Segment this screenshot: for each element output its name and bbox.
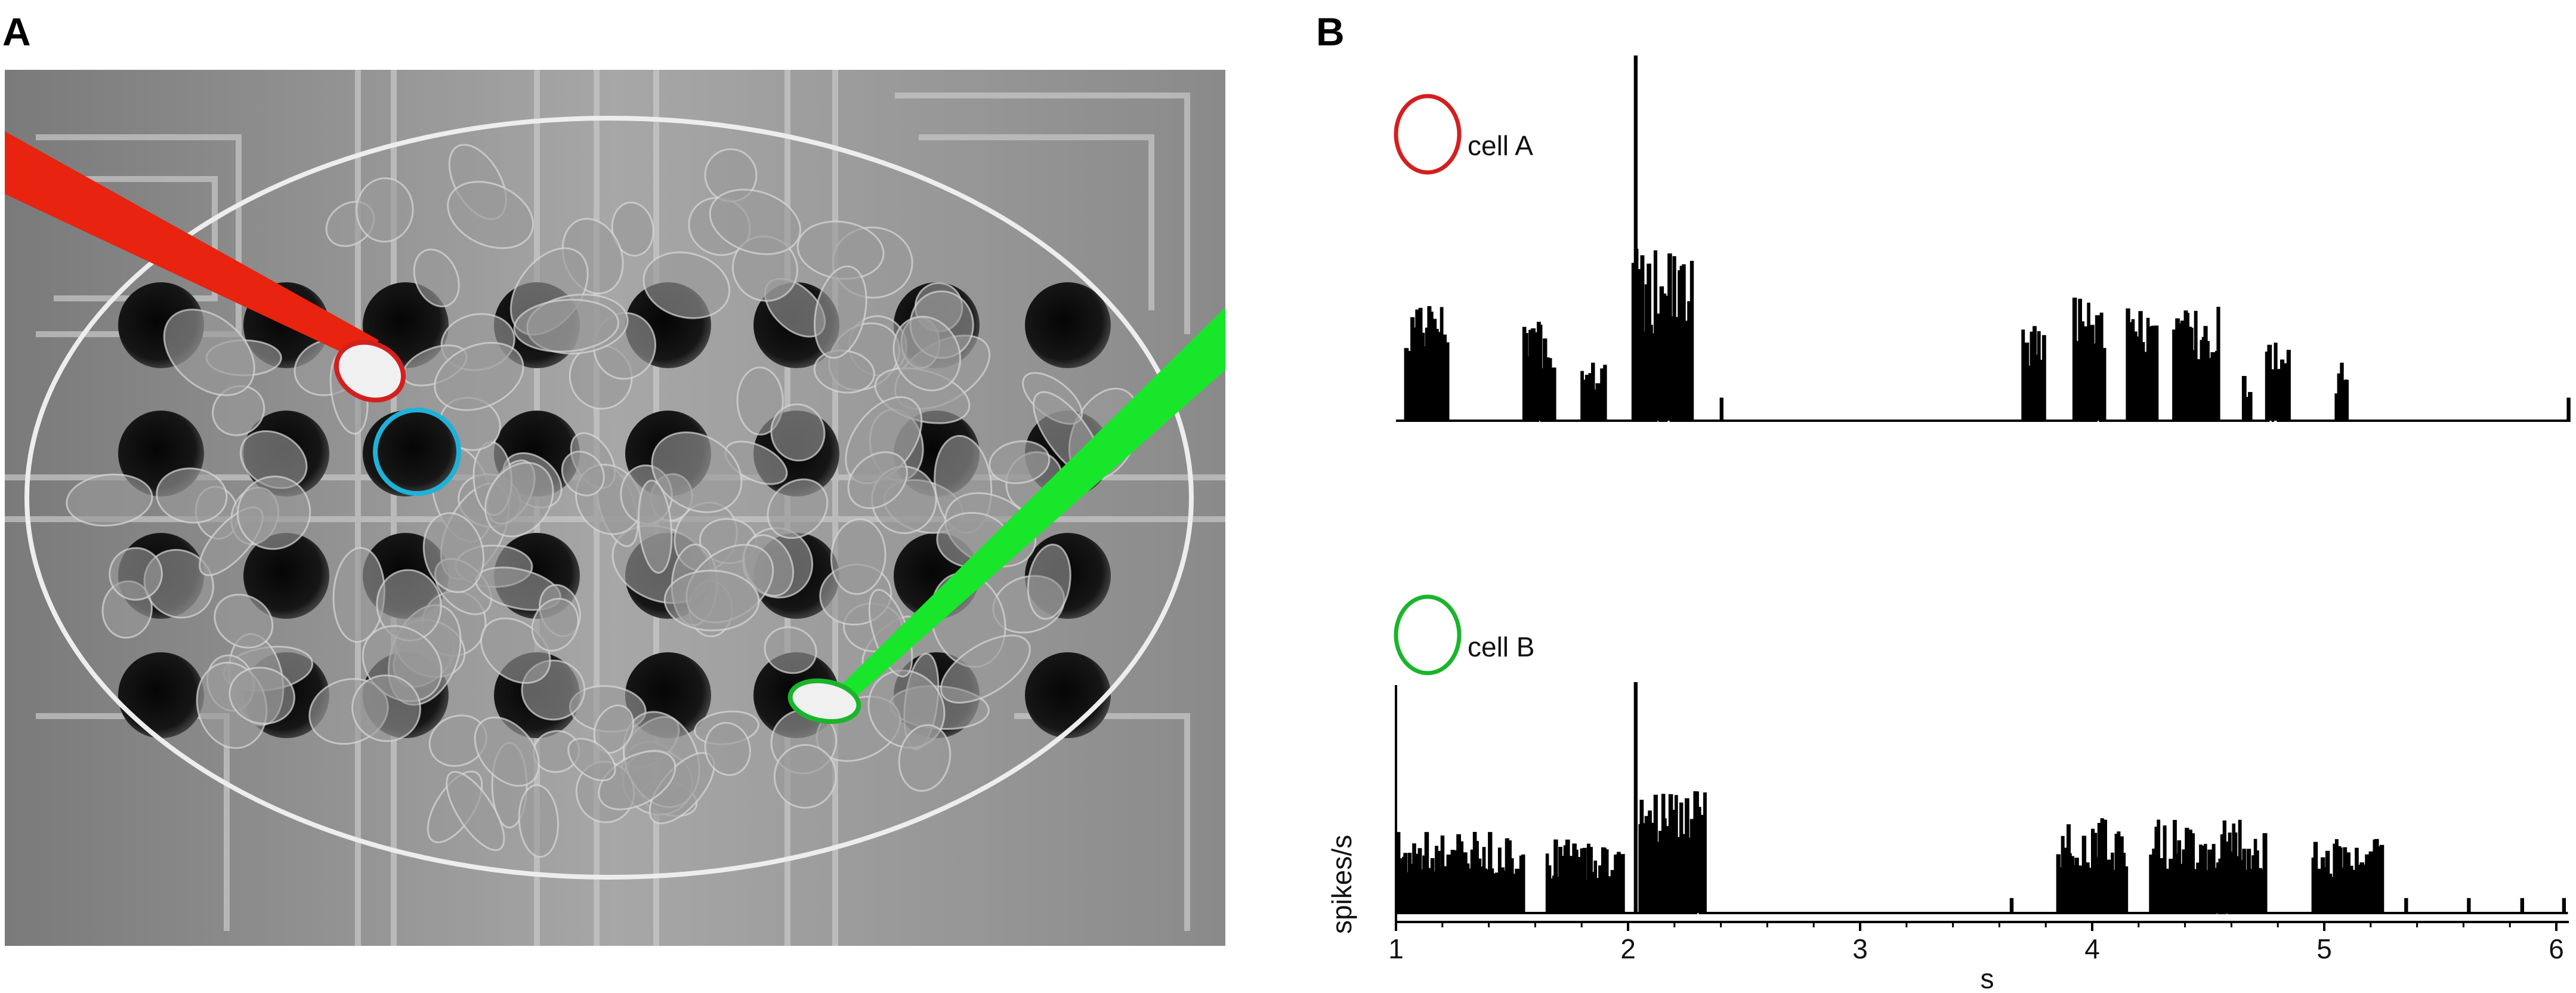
neuron-soma bbox=[531, 597, 579, 652]
neuron-soma bbox=[940, 634, 1031, 704]
spike-rate-line-b bbox=[1395, 682, 2568, 914]
neuron-soma bbox=[518, 784, 559, 858]
panel-letter-a: A bbox=[2, 10, 31, 54]
neuron-soma bbox=[351, 674, 422, 742]
highlighted-well bbox=[373, 408, 461, 496]
neuron-soma bbox=[422, 512, 485, 593]
electrode-a bbox=[5, 131, 379, 364]
well bbox=[243, 533, 329, 619]
neuron-soma bbox=[561, 451, 605, 496]
neuron-soma bbox=[513, 298, 620, 353]
microscope-image bbox=[5, 70, 1225, 946]
neuron-soma bbox=[704, 721, 751, 776]
neuron-soma bbox=[830, 518, 887, 595]
x-axis-ticks: 1 2 3 4 5 6 bbox=[1388, 922, 2564, 964]
neuron-soma bbox=[989, 440, 1051, 485]
neuron-soma bbox=[643, 251, 731, 319]
neuron-soma bbox=[637, 479, 673, 574]
neuron-soma bbox=[446, 770, 505, 852]
neuron-soma bbox=[773, 744, 837, 809]
y-axis: spikes/s bbox=[1326, 685, 1397, 934]
neuron-soma bbox=[228, 667, 296, 725]
neuron-soma bbox=[764, 626, 817, 674]
recorded-cell-b bbox=[787, 678, 861, 724]
well bbox=[1025, 282, 1111, 368]
neuron-soma bbox=[109, 547, 163, 601]
neuron-soma bbox=[567, 738, 616, 782]
neuron-soma bbox=[736, 366, 784, 436]
neuron-soma bbox=[214, 593, 274, 649]
neuron-soma bbox=[434, 341, 524, 411]
neuron-soma bbox=[156, 467, 228, 524]
neuron-soma bbox=[847, 451, 908, 510]
neuron-soma bbox=[484, 461, 554, 538]
neuron-soma bbox=[356, 177, 414, 243]
neuron-soma bbox=[767, 478, 829, 539]
x-tick-label: 4 bbox=[2084, 933, 2100, 964]
neuron-soma bbox=[66, 473, 153, 527]
x-tick-label: 6 bbox=[2549, 933, 2564, 964]
neuron-soma bbox=[813, 265, 867, 359]
trace-b: cell B bbox=[1394, 594, 2568, 914]
cell-b-marker bbox=[1394, 594, 1462, 676]
well bbox=[1025, 652, 1111, 738]
x-tick-label: 2 bbox=[1620, 933, 1636, 964]
x-tick-label: 5 bbox=[2316, 933, 2332, 964]
y-axis-label: spikes/s bbox=[1326, 835, 1357, 934]
panel-letter-b: B bbox=[1316, 10, 1345, 54]
neuron-soma bbox=[598, 750, 677, 810]
neuron-soma bbox=[770, 403, 826, 462]
neuron-soma bbox=[163, 309, 255, 396]
neuron-soma bbox=[651, 431, 743, 513]
neuron-soma bbox=[898, 724, 952, 792]
neuron-soma bbox=[474, 716, 540, 787]
well bbox=[118, 652, 204, 738]
x-axis: 1 2 3 4 5 6 s bbox=[1388, 921, 2569, 993]
spike-rate-line-a bbox=[1396, 55, 2571, 422]
cell-a-label: cell A bbox=[1468, 130, 1533, 161]
x-tick-label: 3 bbox=[1852, 933, 1868, 964]
cell-a-marker bbox=[1394, 94, 1462, 175]
neuron-soma bbox=[1027, 544, 1071, 620]
recorded-cell-a bbox=[333, 340, 406, 403]
neuron-soma bbox=[892, 316, 962, 391]
neuron-soma bbox=[709, 189, 801, 255]
neuron-somata bbox=[66, 144, 1141, 858]
neuron-soma bbox=[663, 569, 760, 631]
trace-a: cell A bbox=[1394, 55, 2571, 422]
neuron-soma bbox=[236, 475, 311, 550]
electrode-b bbox=[834, 307, 1225, 707]
x-axis-label: s bbox=[1981, 963, 1994, 993]
region-outline bbox=[24, 116, 1194, 880]
neuron-soma bbox=[413, 248, 460, 308]
x-tick-label: 1 bbox=[1388, 933, 1404, 964]
cell-b-label: cell B bbox=[1468, 631, 1534, 662]
neuron-soma bbox=[447, 181, 535, 249]
